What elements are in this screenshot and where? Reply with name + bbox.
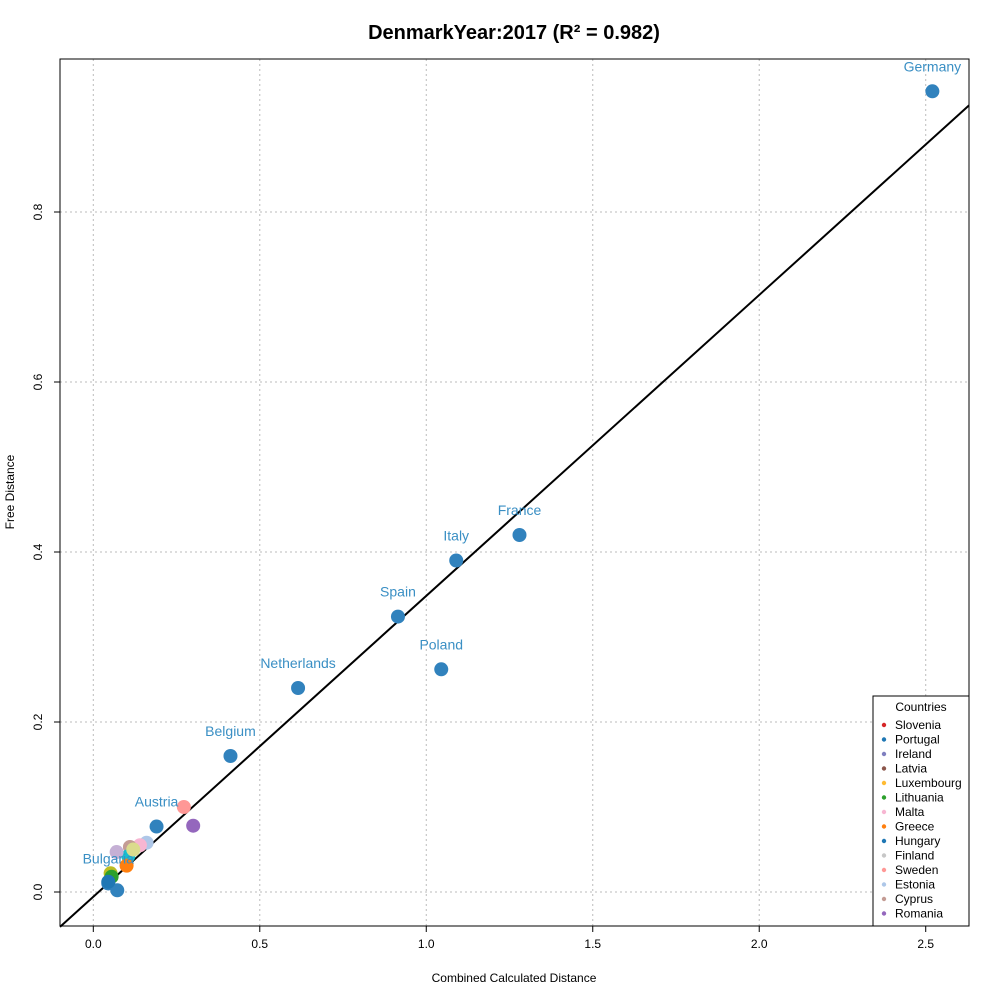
x-tick-label: 1.5 (584, 937, 601, 951)
point-label: Germany (904, 58, 962, 74)
legend-marker (881, 896, 887, 902)
y-axis-ticks: 0.0 0.2 0.4 0.6 0.8 (31, 203, 60, 900)
legend-entry-label: Estonia (895, 878, 935, 892)
data-point (390, 609, 405, 624)
data-point (925, 84, 940, 99)
legend-marker (881, 824, 887, 829)
data-point (291, 681, 306, 695)
legend-marker (881, 882, 887, 887)
y-tick-label: 0.0 (31, 883, 45, 900)
point-labels-layer: Germany France Italy Spain Poland Netherlands… (83, 58, 962, 866)
legend-marker (881, 867, 887, 873)
data-point (110, 883, 125, 898)
point-label: Netherlands (260, 655, 336, 671)
legend-marker (881, 737, 887, 742)
y-tick-label: 0.4 (31, 543, 45, 560)
x-axis-ticks: 0.0 0.5 1.0 1.5 2.0 2.5 (85, 926, 934, 951)
legend-marker (881, 809, 887, 815)
legend-marker (881, 780, 887, 786)
data-point (149, 819, 164, 834)
legend-box (872, 695, 970, 927)
y-tick-label: 0.6 (31, 373, 45, 390)
legend: Countries SloveniaPortugalIrelandLatviaL… (872, 695, 970, 927)
point-label: Bulgaria (83, 851, 135, 867)
data-point (101, 874, 116, 889)
data-point (512, 528, 527, 542)
point-label: Poland (419, 636, 463, 652)
point-label: Italy (443, 528, 469, 544)
point-label: Austria (135, 794, 179, 810)
legend-marker (881, 838, 887, 844)
legend-entry-label: Lithuania (895, 791, 944, 805)
legend-marker (881, 911, 887, 916)
x-tick-label: 2.5 (917, 937, 934, 951)
regression-line-layer (59, 104, 970, 928)
data-point (186, 818, 201, 833)
chart-title: DenmarkYear:2017 (R² = 0.982) (368, 22, 660, 44)
data-point (176, 800, 191, 814)
legend-entry-label: Finland (895, 849, 934, 863)
points-layer (101, 84, 940, 898)
legend-entry-label: Portugal (895, 733, 940, 747)
data-point (126, 842, 141, 857)
legend-entry-label: Slovenia (895, 718, 941, 732)
legend-entry-label: Luxembourg (895, 776, 962, 790)
legend-entry-label: Latvia (895, 762, 927, 776)
data-point (434, 662, 449, 677)
legend-entry-label: Romania (895, 907, 943, 921)
legend-marker (881, 766, 887, 771)
plot-frame (59, 58, 970, 927)
x-tick-label: 2.0 (751, 937, 768, 951)
legend-entries: SloveniaPortugalIrelandLatviaLuxembourgL… (881, 718, 962, 921)
data-point (109, 845, 124, 860)
legend-marker (881, 853, 887, 858)
x-tick-label: 0.0 (85, 937, 102, 951)
regression-line (59, 104, 970, 928)
legend-entry-label: Ireland (895, 747, 932, 761)
legend-marker (881, 751, 887, 757)
y-axis-label: Free Distance (3, 454, 17, 529)
legend-marker (881, 722, 887, 728)
point-label: France (498, 502, 542, 518)
x-tick-label: 1.0 (418, 937, 435, 951)
data-point (119, 858, 134, 873)
data-point (449, 553, 464, 568)
legend-entry-label: Malta (895, 805, 925, 819)
legend-entry-label: Hungary (895, 834, 940, 848)
legend-entry-label: Greece (895, 820, 935, 834)
legend-marker (881, 795, 887, 800)
y-tick-label: 0.2 (31, 713, 45, 730)
legend-entry-label: Cyprus (895, 892, 933, 906)
point-label: Spain (380, 584, 416, 600)
legend-title: Countries (895, 700, 946, 714)
grid-layer (60, 59, 969, 926)
data-point (223, 749, 238, 763)
x-tick-label: 0.5 (251, 937, 268, 951)
legend-entry-label: Sweden (895, 863, 938, 877)
point-label: Belgium (205, 723, 256, 739)
y-tick-label: 0.8 (31, 203, 45, 220)
x-axis-label: Combined Calculated Distance (432, 971, 597, 985)
